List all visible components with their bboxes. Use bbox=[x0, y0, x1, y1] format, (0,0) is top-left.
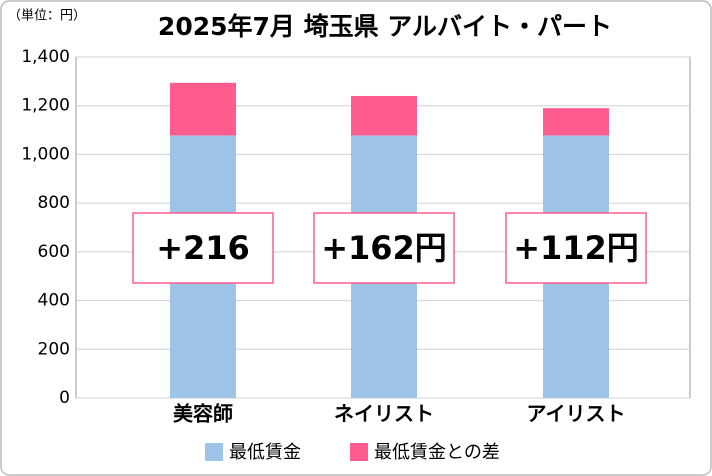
bar-segment bbox=[351, 95, 417, 136]
bar-segment bbox=[543, 108, 609, 136]
data-label: +216 bbox=[156, 229, 250, 267]
y-tick-label: 800 bbox=[38, 193, 70, 213]
legend-swatch bbox=[205, 443, 223, 461]
data-label: +112円 bbox=[513, 229, 639, 267]
x-tick-label: 美容師 bbox=[173, 402, 233, 426]
label-box bbox=[132, 212, 274, 284]
x-tick-label: アイリスト bbox=[527, 402, 626, 426]
x-tick-label: ネイリスト bbox=[334, 402, 434, 426]
y-tick-label: 200 bbox=[38, 339, 70, 359]
y-tick-label: 1,000 bbox=[21, 144, 70, 164]
bar-segment bbox=[170, 82, 236, 136]
data-label: +162円 bbox=[321, 229, 447, 267]
y-tick-label: 1,200 bbox=[21, 96, 70, 116]
legend-label: 最低賃金 bbox=[229, 442, 301, 463]
unit-label: （単位：円） bbox=[8, 8, 86, 24]
y-tick-label: 400 bbox=[38, 291, 70, 311]
y-tick-label: 1,400 bbox=[21, 47, 70, 67]
label-box bbox=[505, 212, 647, 284]
legend-swatch bbox=[350, 443, 368, 461]
chart-title: 2025年7月 埼玉県 アルバイト・パート bbox=[158, 12, 612, 41]
y-tick-label: 0 bbox=[59, 388, 70, 408]
y-tick-label: 600 bbox=[38, 242, 70, 262]
label-box bbox=[313, 212, 455, 284]
legend-label: 最低賃金との差 bbox=[374, 442, 500, 463]
